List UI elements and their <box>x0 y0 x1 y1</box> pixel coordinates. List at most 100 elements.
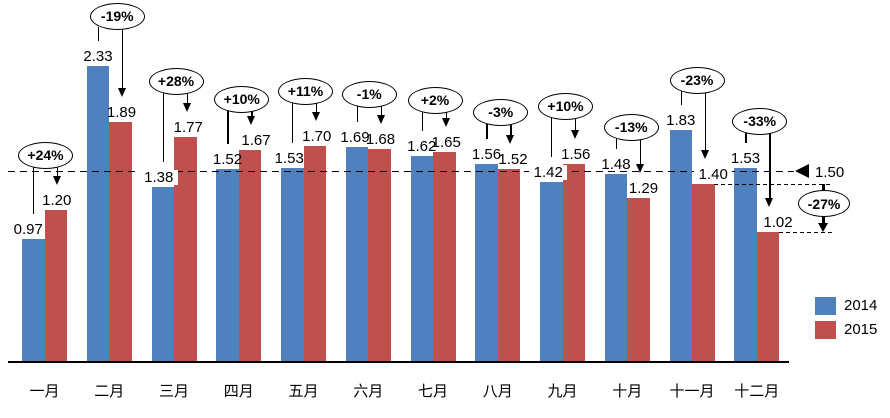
connector-arrowhead-icon-m8 <box>506 134 515 144</box>
x-axis-label-m1: 一月 <box>29 383 60 400</box>
bar-2015-m11 <box>692 184 715 362</box>
bar-2015-m9 <box>562 163 585 362</box>
pct-ellipse-m9: +10% <box>538 92 593 120</box>
bar-2014-m1 <box>22 238 45 362</box>
bar-2014-m9 <box>540 181 563 362</box>
connector-arrow-m4 <box>251 110 253 117</box>
bar-2015-m5 <box>303 146 326 362</box>
connector-line-m1 <box>33 166 35 214</box>
bar-2015-m1 <box>44 209 67 362</box>
bar-2014-m11 <box>669 129 692 362</box>
bar-2014-m12 <box>734 167 757 362</box>
value-label-2015-m11: 1.40 <box>694 167 733 183</box>
pct-ellipse-m6: -1% <box>341 80 397 108</box>
pct-ellipse-m11: -23% <box>669 66 725 94</box>
x-axis-line <box>8 361 789 363</box>
value-label-2015-m10: 1.29 <box>628 180 659 198</box>
pct-label-m1: +24% <box>27 147 64 163</box>
connector-line-m3 <box>162 92 164 162</box>
pct-ellipse-m7: +2% <box>407 86 463 114</box>
value-label-2015-m3: 1.77 <box>173 119 203 137</box>
x-axis-label-m12: 十二月 <box>734 383 780 400</box>
connector-arrowhead-icon-m11 <box>700 150 709 160</box>
connector-arrowhead-icon-m9 <box>571 129 580 139</box>
pct-label-m10: -13% <box>614 119 648 135</box>
pct-label-m8: -3% <box>488 104 514 120</box>
bar-2015-m7 <box>433 152 456 362</box>
bar-2015-m2 <box>109 121 132 362</box>
pct-label-m7: +2% <box>420 92 450 108</box>
legend-swatch-2014-icon <box>815 297 836 315</box>
connector-arrowhead-icon-m7 <box>441 118 450 128</box>
pct-label-m12: -33% <box>743 113 777 129</box>
bar-2015-m8 <box>497 168 521 362</box>
value-label-2014-m6: 1.69 <box>340 129 370 147</box>
pct-ellipse-m4: +10% <box>214 85 270 113</box>
pct-ellipse-m12: -33% <box>732 107 788 135</box>
pct-ellipse-m2: -19% <box>89 2 145 30</box>
bar-2015-m6 <box>368 148 391 362</box>
x-axis-label-m10: 十月 <box>612 383 643 400</box>
pct-label-m6: -1% <box>356 86 382 102</box>
bar-2015-m3 <box>174 137 197 362</box>
legend-swatch-2015-icon <box>815 321 836 339</box>
connector-arrow-m3 <box>186 92 188 105</box>
value-label-2015-m5: 1.70 <box>302 128 332 146</box>
legend-item-2015: 2015 <box>815 321 877 339</box>
connector-arrowhead-icon-m2 <box>117 87 126 97</box>
value-label-2015-m7: 1.65 <box>431 134 461 152</box>
drop-annotation-arrowhead-icon <box>818 222 828 232</box>
value-label-2014-m8: 1.56 <box>471 145 502 163</box>
connector-line-m9 <box>551 117 553 157</box>
pct-label-m9: +10% <box>547 98 584 114</box>
value-label-2014-m11: 1.83 <box>666 111 696 129</box>
pct-label-m2: -19% <box>100 8 134 24</box>
connector-arrowhead-icon-m10 <box>635 164 644 174</box>
bar-2014-m4 <box>216 168 239 362</box>
value-label-2014-m7: 1.62 <box>407 138 437 156</box>
value-label-2014-m3: 1.38 <box>139 169 178 185</box>
connector-line-m10 <box>615 138 618 150</box>
connector-arrowhead-icon-m3 <box>182 103 191 113</box>
connector-arrow-m5 <box>316 102 318 114</box>
pct-ellipse-m8: -3% <box>473 98 529 126</box>
bar-2014-m3 <box>151 186 174 362</box>
value-label-2014-m9: 1.42 <box>529 164 568 180</box>
connector-arrowhead-icon-m4 <box>247 115 256 125</box>
x-axis-label-m6: 六月 <box>353 383 384 400</box>
connector-arrow-m2 <box>121 27 124 89</box>
pct-label-m4: +10% <box>223 91 260 107</box>
x-axis-label-m5: 五月 <box>288 383 319 400</box>
legend-label-2014: 2014 <box>844 297 878 314</box>
bar-2014-m2 <box>86 66 110 362</box>
value-label-2015-m6: 1.68 <box>365 130 396 148</box>
value-label-2014-m2: 2.33 <box>83 48 113 66</box>
x-axis-label-m3: 三月 <box>158 383 189 400</box>
legend: 2014 2015 <box>815 297 877 345</box>
drop-annotation-dash-from <box>714 183 832 185</box>
connector-line-m7 <box>421 111 423 132</box>
x-axis-label-m11: 十一月 <box>669 383 715 400</box>
connector-arrowhead-icon-m12 <box>765 198 774 208</box>
x-axis-label-m9: 九月 <box>547 383 578 400</box>
reference-line <box>8 170 794 173</box>
connector-line-m2 <box>97 27 100 42</box>
value-label-2015-m9: 1.56 <box>561 145 591 163</box>
connector-arrow-m10 <box>639 138 642 166</box>
connector-arrowhead-icon-m1 <box>53 175 62 185</box>
value-label-2015-m2: 1.89 <box>106 103 137 121</box>
pct-ellipse-m1: +24% <box>18 141 73 169</box>
value-label-2014-m1: 0.97 <box>13 220 43 238</box>
connector-line-m4 <box>227 110 229 144</box>
pct-label-m11: -23% <box>680 72 714 88</box>
drop-annotation-dash-to <box>779 231 835 234</box>
value-label-2015-m4: 1.67 <box>241 131 271 149</box>
value-label-2014-m4: 1.52 <box>212 150 243 168</box>
value-label-2015-m12: 1.02 <box>763 214 793 232</box>
connector-line-m6 <box>356 105 359 123</box>
pct-ellipse-m5: +11% <box>278 77 333 105</box>
connector-line-m11 <box>680 91 682 105</box>
x-axis-label-m2: 二月 <box>94 383 125 400</box>
bar-2015-m10 <box>627 198 650 362</box>
